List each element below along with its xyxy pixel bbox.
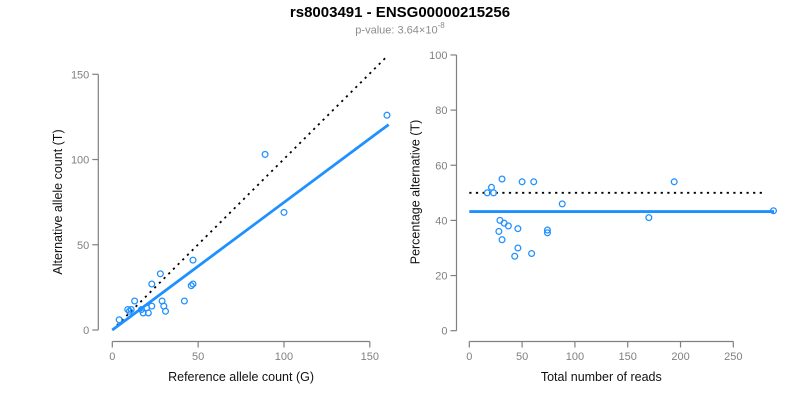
data-point bbox=[261, 150, 269, 158]
y-tick-label: 80 bbox=[435, 105, 447, 117]
data-point bbox=[528, 249, 536, 258]
allele-count-scatter: 0 50 100 150 0 50 100 150 Reference allele count… bbox=[51, 55, 391, 384]
data-point bbox=[490, 189, 498, 197]
y-tick-label: 40 bbox=[435, 215, 447, 227]
data-point bbox=[139, 309, 147, 317]
data-point bbox=[161, 307, 170, 315]
y-tick-label: 20 bbox=[435, 271, 447, 283]
data-point bbox=[511, 252, 519, 260]
data-point bbox=[514, 225, 522, 233]
x-tick-label: 200 bbox=[671, 351, 689, 363]
data-point bbox=[156, 270, 164, 278]
data-point bbox=[125, 307, 133, 315]
x-tick-label: 50 bbox=[192, 351, 204, 363]
y-tick-label: 150 bbox=[71, 69, 89, 81]
x-axis-title: Reference allele count (G) bbox=[168, 370, 314, 384]
data-point bbox=[189, 256, 197, 264]
data-point bbox=[127, 306, 135, 314]
identity-line bbox=[111, 55, 388, 331]
pvalue-exponent: -8 bbox=[437, 21, 445, 30]
y-tick-label: 100 bbox=[429, 50, 447, 62]
data-point bbox=[498, 175, 506, 183]
data-point bbox=[498, 236, 506, 244]
pvalue-text: p-value: 3.64×10 bbox=[355, 24, 438, 37]
x-tick-label: 0 bbox=[109, 351, 115, 363]
data-point bbox=[530, 178, 538, 186]
data-point bbox=[187, 282, 195, 290]
data-point bbox=[504, 222, 512, 230]
data-point bbox=[670, 178, 678, 186]
x-axis-title: Total number of reads bbox=[541, 370, 662, 384]
data-point bbox=[124, 306, 132, 314]
x-tick-label: 0 bbox=[466, 351, 472, 363]
plot-subtitle: p-value: 3.64×10-8 bbox=[0, 21, 800, 37]
y-axis-title: Percentage alternative (T) bbox=[409, 120, 423, 265]
data-point bbox=[115, 316, 123, 324]
y-tick-label: 100 bbox=[71, 155, 89, 167]
x-tick-label: 50 bbox=[516, 351, 528, 363]
y-tick-label: 0 bbox=[83, 325, 89, 337]
x-tick-label: 150 bbox=[361, 351, 379, 363]
data-point bbox=[180, 297, 188, 305]
x-tick-label: 100 bbox=[566, 351, 584, 363]
data-point bbox=[131, 297, 139, 305]
data-point bbox=[495, 227, 503, 235]
y-axis-title: Alternative allele count (T) bbox=[51, 129, 65, 274]
data-point bbox=[148, 280, 156, 288]
y-tick-label: 60 bbox=[435, 160, 447, 172]
data-point bbox=[383, 111, 391, 119]
percentage-scatter: 0 20 40 60 80 100 0 50 100 150 200 250 Total number … bbox=[409, 50, 777, 384]
data-point bbox=[769, 207, 777, 215]
plot-title: rs8003491 - ENSG00000215256 bbox=[289, 4, 511, 21]
x-tick-label: 100 bbox=[275, 351, 293, 363]
regression-line bbox=[111, 123, 390, 332]
data-point bbox=[558, 200, 566, 208]
data-point bbox=[518, 178, 526, 186]
data-point bbox=[514, 244, 522, 252]
data-point bbox=[144, 309, 152, 317]
data-point bbox=[280, 208, 288, 216]
data-point bbox=[543, 226, 551, 234]
data-point bbox=[645, 214, 653, 222]
data-point bbox=[189, 280, 197, 288]
x-tick-label: 250 bbox=[724, 351, 742, 363]
data-point bbox=[543, 229, 551, 237]
data-point bbox=[148, 302, 156, 310]
y-tick-label: 50 bbox=[77, 240, 89, 252]
y-tick-label: 0 bbox=[441, 326, 447, 338]
x-tick-label: 150 bbox=[619, 351, 637, 363]
